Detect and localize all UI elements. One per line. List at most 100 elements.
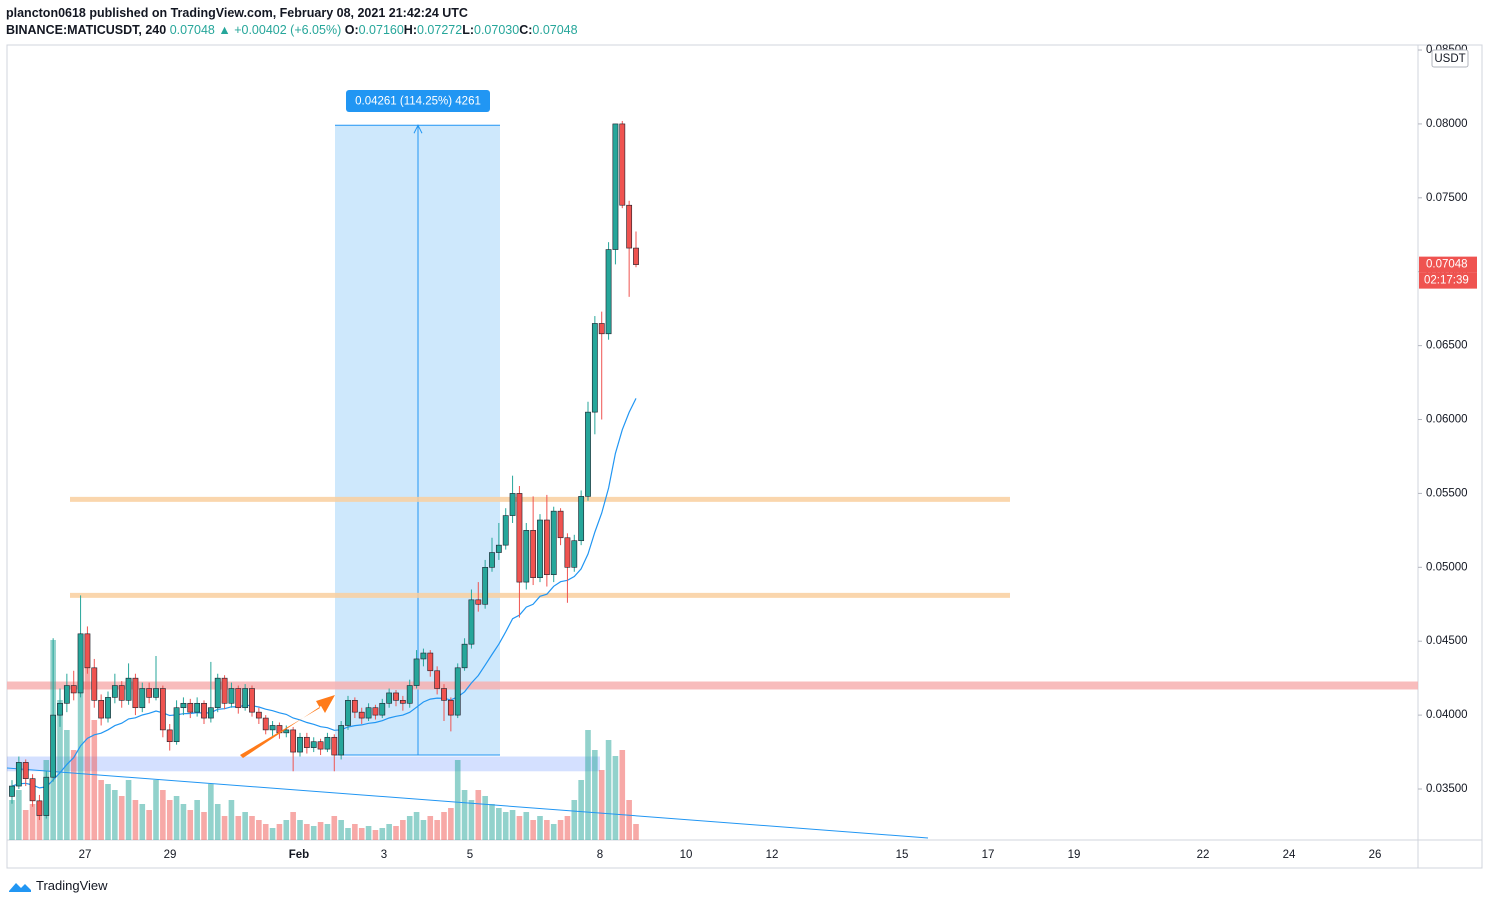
volume-bar xyxy=(29,804,36,840)
candle-body xyxy=(482,567,489,605)
measure-label: 0.04261 (114.25%) 4261 xyxy=(355,96,481,108)
x-tick-label: 26 xyxy=(1369,849,1382,861)
volume-bar xyxy=(461,790,468,840)
candle-body xyxy=(571,540,578,568)
volume-bar xyxy=(482,796,488,840)
volume-bar xyxy=(70,750,77,840)
volume-bar xyxy=(509,810,516,840)
candle-body xyxy=(139,688,146,709)
volume-bar xyxy=(345,828,351,840)
volume-bar xyxy=(201,812,207,840)
volume-bar xyxy=(571,800,578,840)
volume-bar xyxy=(324,824,331,840)
volume-bar xyxy=(598,770,605,840)
brand-name: TradingView xyxy=(36,878,108,893)
candle-body xyxy=(297,736,303,753)
volume-bar xyxy=(57,700,63,840)
candle-body xyxy=(207,707,214,719)
volume-bar xyxy=(420,820,427,840)
volume-bar xyxy=(544,820,550,840)
measure-arrowhead xyxy=(413,124,423,134)
volume-bar xyxy=(194,800,200,840)
volume-bar xyxy=(9,800,15,840)
header: plancton0618 published on TradingView.co… xyxy=(6,5,578,39)
candle-body xyxy=(454,667,461,716)
volume-bar xyxy=(98,780,104,840)
volume-bar xyxy=(523,812,530,840)
volume-bar xyxy=(84,660,91,840)
candle-body xyxy=(585,411,591,497)
candle-body xyxy=(626,204,633,249)
candle-body xyxy=(591,323,598,413)
volume-bar xyxy=(180,804,187,840)
candle-body xyxy=(15,762,22,787)
volume-bar xyxy=(557,820,564,840)
candles xyxy=(9,120,639,821)
candle-body xyxy=(379,702,386,716)
candle-body xyxy=(290,729,297,753)
annotations: 0.04261 (114.25%) 4261 xyxy=(7,90,1418,772)
volume-bar xyxy=(496,808,502,840)
candle-body xyxy=(317,741,324,750)
candle-body xyxy=(283,729,290,734)
y-tick-label: 0.06500 xyxy=(1426,340,1468,352)
y-tick-label: 0.03500 xyxy=(1426,783,1468,795)
volume-bar xyxy=(304,824,310,840)
volume-bar xyxy=(427,816,434,840)
candle-body xyxy=(91,667,98,701)
volume-bar xyxy=(365,826,372,840)
candle-body xyxy=(9,785,15,797)
volume-bar xyxy=(16,790,22,840)
y-tick-label: 0.04000 xyxy=(1426,709,1468,721)
volume-bar xyxy=(352,824,358,840)
candle-body xyxy=(427,652,434,672)
volume-bar xyxy=(125,780,132,840)
volume-bar xyxy=(413,812,420,840)
candle-body xyxy=(153,688,159,698)
volume-bar xyxy=(132,800,139,840)
candle-body xyxy=(36,800,43,816)
x-tick-label: 17 xyxy=(982,849,995,861)
volume-bar xyxy=(489,804,495,840)
volume-bar xyxy=(269,828,276,840)
candle-body xyxy=(605,249,612,335)
volume-bar xyxy=(372,830,379,840)
chart-frame xyxy=(6,44,1483,869)
candle-body xyxy=(331,736,338,756)
y-tick-label: 0.08000 xyxy=(1426,118,1468,130)
ohlc-label: C: xyxy=(519,23,533,37)
volume-bar xyxy=(36,816,43,840)
candle-body xyxy=(365,707,372,719)
volume-bar xyxy=(406,816,413,840)
candle-body xyxy=(351,700,358,713)
price-label: 0.07048 xyxy=(1426,259,1468,271)
ohlc-value: 0.07030 xyxy=(474,23,520,37)
volume-bar xyxy=(153,780,159,840)
candle-body xyxy=(22,762,29,779)
candle-body xyxy=(543,519,550,576)
volume-bar xyxy=(160,790,166,840)
candle-body xyxy=(187,702,194,713)
candle-body xyxy=(77,633,84,694)
candle-body xyxy=(564,537,571,568)
volume-bar xyxy=(112,790,118,840)
volume-bar xyxy=(592,750,598,840)
ohlc-value: 0.07160 xyxy=(358,23,404,37)
volume-bar xyxy=(22,810,29,840)
candle-body xyxy=(43,776,50,816)
volume-bar xyxy=(235,816,242,840)
x-tick-label: 19 xyxy=(1068,849,1081,861)
candle-body xyxy=(461,643,468,669)
volume-bar xyxy=(441,812,447,840)
volume-bar xyxy=(146,810,152,840)
candle-body xyxy=(70,685,77,694)
brand-logo xyxy=(9,882,31,892)
candle-body xyxy=(468,599,475,645)
candle-body xyxy=(221,677,228,704)
trend-line xyxy=(6,767,929,839)
countdown: 02:17:39 xyxy=(1424,275,1469,287)
y-tick-label: 0.05000 xyxy=(1426,561,1468,573)
candle-body xyxy=(159,688,166,731)
ohlc-label: O: xyxy=(344,23,359,37)
